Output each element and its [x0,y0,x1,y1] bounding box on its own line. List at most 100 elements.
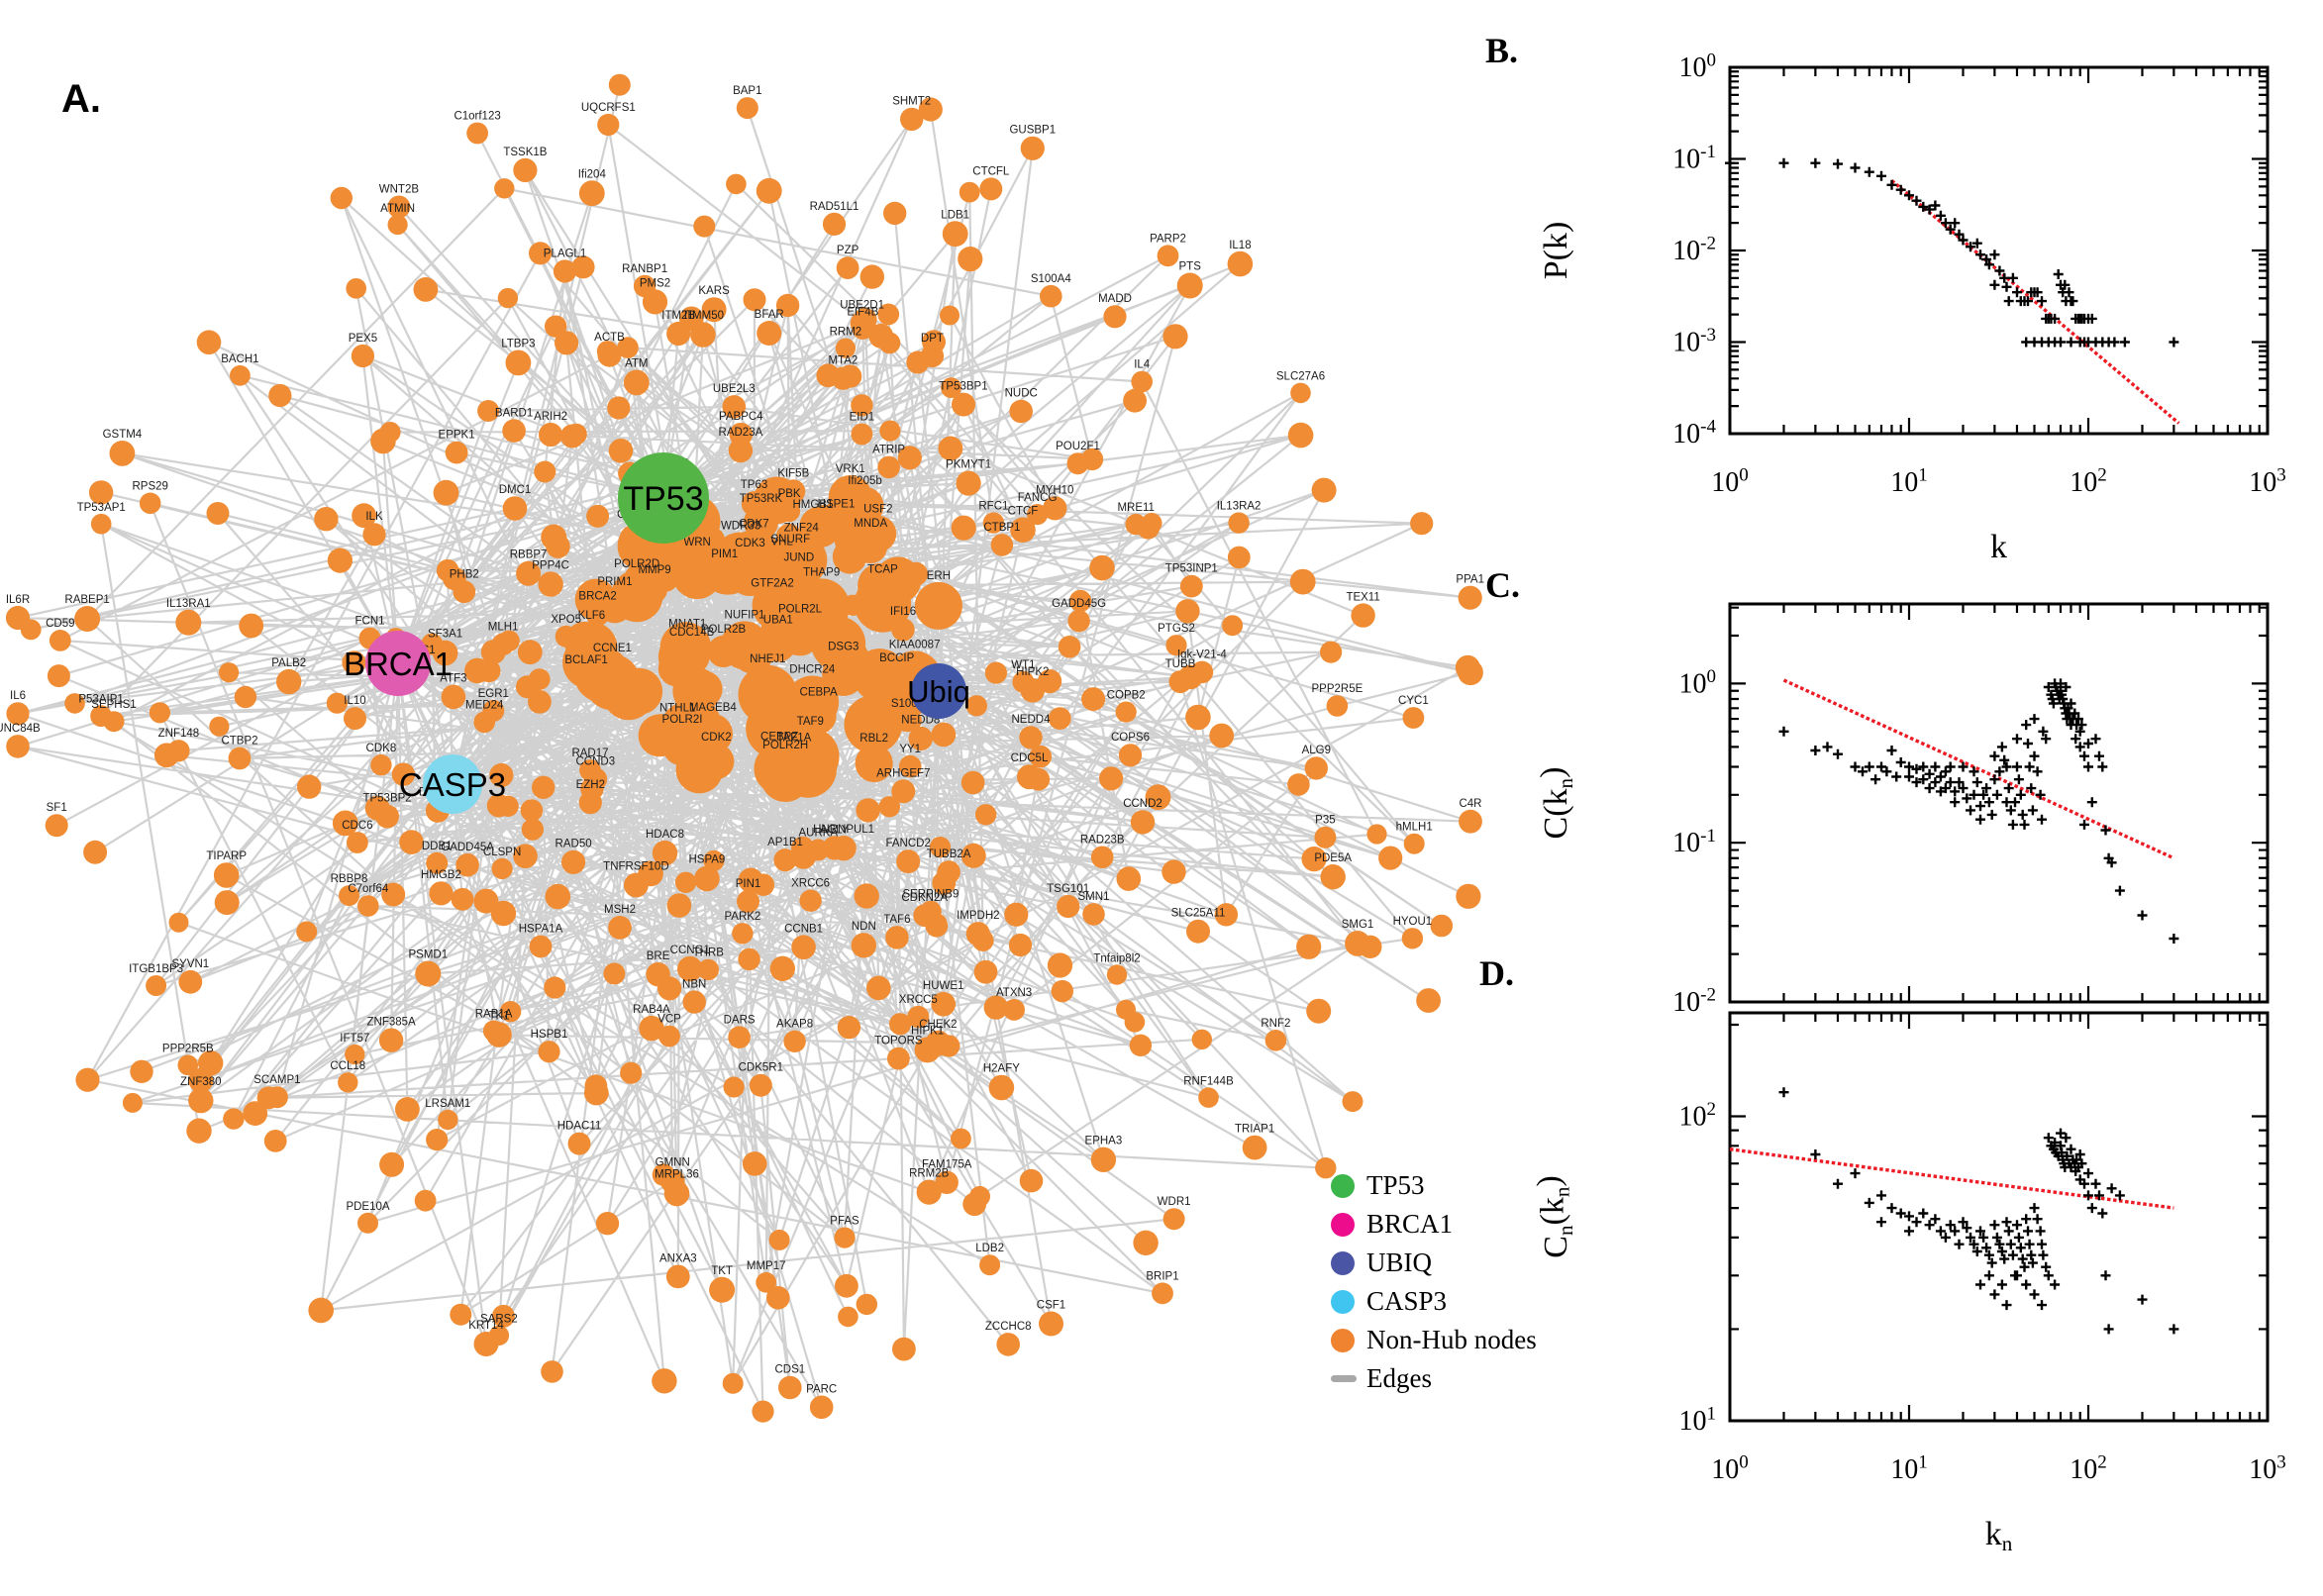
gene-label: CDK5R1 [739,1062,783,1074]
gene-label: PPP2R5B [162,1044,214,1055]
gene-label: THAP9 [803,566,840,578]
chart-B-x-tick-label: 102 [2070,465,2107,498]
gene-label: DPT [921,333,944,345]
chart-B-x-tick-label: 100 [1711,465,1749,498]
network-node [1141,512,1162,534]
gene-label: EIF4B [847,307,878,319]
network-node [891,618,915,642]
network-node [83,840,108,864]
network-node [1314,826,1337,848]
network-node [1301,847,1327,872]
hub-label-casp3: CASP3 [399,766,506,803]
network-node [584,653,641,711]
gene-label: RAB1A [475,1009,513,1021]
network-node [682,990,706,1014]
network-node [433,479,459,506]
gene-label: TAF1A [776,733,811,745]
gene-label: TAF6 [883,914,910,926]
network-node [940,305,960,326]
gene-label: RRM2B [909,1168,950,1180]
gene-label: HUWE1 [923,980,964,992]
gene-label: PSMD1 [408,949,448,961]
chart-C-y-axis-title: C(kn​) [1534,767,1577,840]
gene-label: TRIAP1 [1235,1124,1274,1136]
network-node [370,428,396,454]
network-node [984,661,1008,684]
network-node [1287,422,1314,449]
network-node [1264,1030,1287,1051]
network-node [1103,305,1127,329]
gene-label: BFAR [755,309,784,321]
network-node [834,1227,856,1248]
network-node [228,747,252,770]
gene-label: HDAC11 [557,1121,602,1133]
gene-label: JUND [783,552,814,564]
chart-B-frame [1728,65,2270,436]
hub-node-brca1: BRCA1 [344,631,453,696]
chart-c: 100 10-1 10-2 C(kn​) [1534,602,2270,1018]
network-node [1090,1147,1117,1173]
network-node [486,793,511,818]
network-node [1342,1091,1364,1113]
network-node [960,843,986,868]
gene-label: EID1 [850,412,875,424]
gene-label: ZNF148 [158,728,200,740]
gene-label: PKMYT1 [946,459,991,471]
network-node [918,97,943,122]
panel-c-label: C. [1485,565,1520,605]
network-node [838,1306,858,1328]
network-node [646,962,670,987]
hub-circle-ubiq [911,663,966,719]
network-node [722,1372,744,1394]
legend-item: UBIQ [1331,1244,1537,1282]
network-node [297,774,322,799]
network-node [541,524,567,550]
legend-node-swatch [1331,1212,1355,1237]
network-node [1190,660,1214,684]
network-node [1320,641,1343,663]
chart-C-y-tick-label: 10-1 [1672,826,1716,858]
gene-label: RABEP1 [64,594,109,606]
network-node [988,1074,1015,1101]
network-node [381,882,406,907]
network-node [908,726,933,751]
network-node [122,1092,143,1113]
gene-label: RAD51L1 [810,201,859,213]
network-node [1027,503,1049,526]
network-node [480,640,506,664]
gene-label: KLF6 [578,610,606,622]
network-node [580,777,604,801]
chart-D-x-tick-label: 103 [2249,1452,2286,1485]
network-node [345,1044,365,1065]
network-node [768,1229,790,1250]
network-node [1081,687,1106,712]
gene-label: BACH1 [221,353,258,365]
network-node [624,872,649,898]
network-node [342,650,366,675]
chart-D-points [1778,1087,2179,1335]
gene-label: UNC84B [0,723,41,735]
network-node [502,419,526,443]
gene-label: CEBPA [800,687,838,699]
network-node [490,900,517,927]
network-node [1162,1208,1185,1231]
network-node [608,73,631,96]
network-node [666,321,691,347]
gene-label: KARS [698,285,730,297]
network-node [659,622,712,673]
network-node [497,287,519,309]
network-node [1296,934,1322,959]
gene-label: TIPARP [206,850,247,862]
network-node [952,392,975,417]
gene-label: ARIH2 [534,411,567,423]
gene-label: FAM175A [922,1159,972,1171]
gene-label: IL10 [344,695,365,707]
network-node [877,303,900,326]
chart-B-x-tick-label: 103 [2249,465,2286,498]
legend: TP53 BRCA1 UBIQ CASP3 Non-Hub nodes Edges [1331,1166,1537,1398]
gene-label: IL13RA2 [1217,500,1262,512]
network-node [773,848,797,872]
gene-label: C1orf123 [454,111,500,123]
network-node [896,849,921,874]
network-node [351,344,374,368]
